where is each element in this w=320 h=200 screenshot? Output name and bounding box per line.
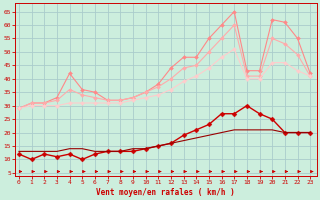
X-axis label: Vent moyen/en rafales ( km/h ): Vent moyen/en rafales ( km/h ) bbox=[96, 188, 235, 197]
